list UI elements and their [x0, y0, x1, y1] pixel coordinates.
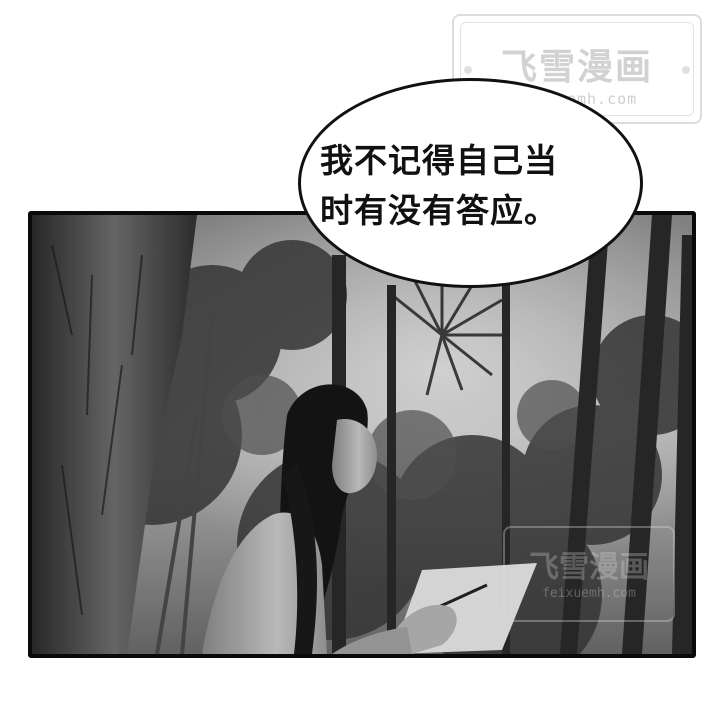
watermark-logo-faint: 飞雪漫画 feixuemh.com	[503, 526, 675, 622]
watermark-ornament-icon	[682, 66, 690, 74]
watermark-title: 飞雪漫画	[529, 550, 649, 585]
speech-line-2: 时有没有答应。	[320, 191, 558, 230]
forest-scene-image	[32, 215, 692, 654]
watermark-url: feixuemh.com	[542, 586, 636, 601]
watermark-title: 飞雪漫画	[500, 47, 653, 88]
speech-bubble-text: 我不记得自己当 时有没有答应。	[320, 136, 620, 236]
speech-bubble	[298, 78, 643, 288]
comic-panel-photo	[28, 211, 696, 658]
watermark-ornament-icon	[464, 66, 472, 74]
speech-line-1: 我不记得自己当	[320, 141, 558, 180]
